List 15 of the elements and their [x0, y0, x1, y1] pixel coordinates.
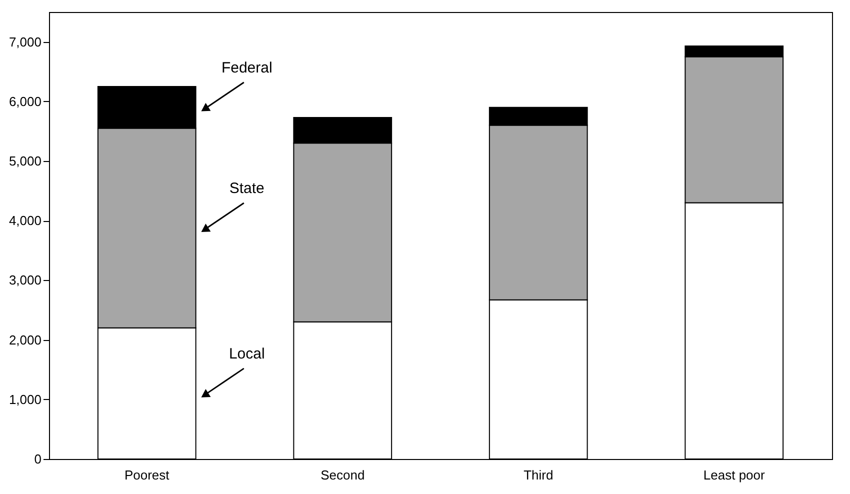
series-label: State — [229, 180, 264, 198]
x-tick-label: Poorest — [124, 468, 170, 482]
series-label: Federal — [221, 59, 272, 76]
series-label: Local — [228, 345, 265, 362]
x-tick-label: Least poor — [703, 468, 766, 482]
x-tick-label: Second — [320, 468, 365, 482]
y-tick-label: 0 — [34, 452, 42, 466]
y-tick-label: 6,000 — [8, 94, 42, 109]
y-tick-label: 5,000 — [8, 154, 42, 168]
y-tick-label: 1,000 — [8, 392, 42, 407]
y-tick-label: 7,000 — [8, 34, 42, 50]
y-tick-label: 4,000 — [8, 213, 42, 228]
y-tick-label: 2,000 — [8, 332, 42, 348]
x-tick-label: Third — [524, 468, 554, 482]
y-tick-label: 3,000 — [8, 272, 42, 288]
